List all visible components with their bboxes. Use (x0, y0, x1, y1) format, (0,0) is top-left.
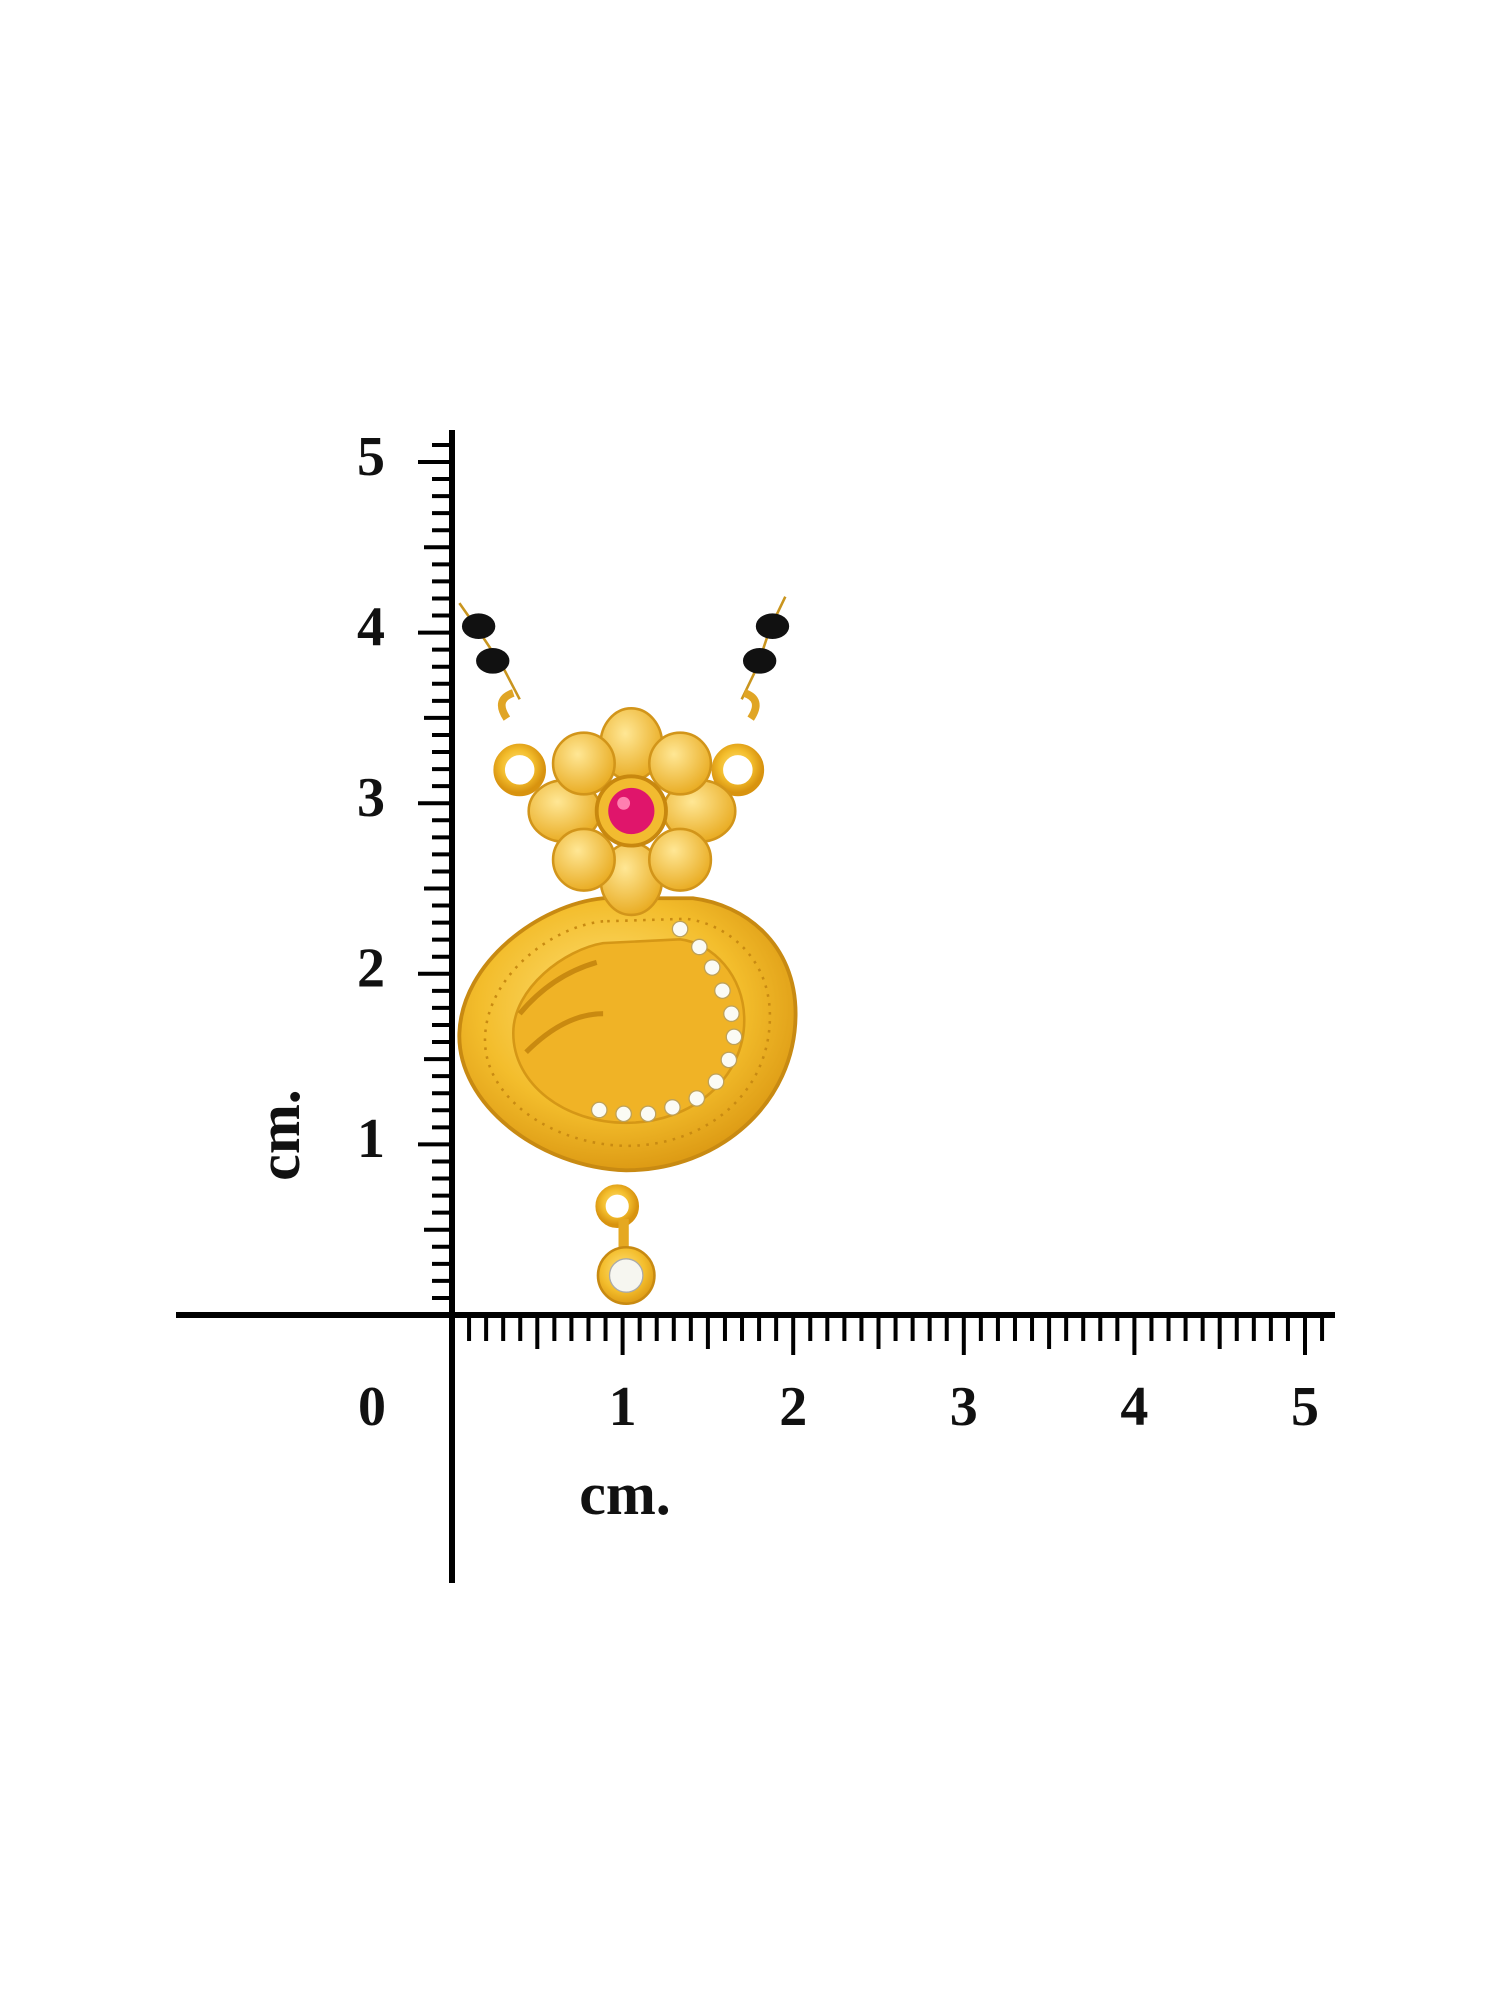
x-tick-label: 3 (950, 1376, 978, 1438)
y-tick-label: 3 (357, 767, 385, 829)
y-tick-label: 2 (357, 938, 385, 1000)
y-tick-label: 4 (357, 596, 385, 658)
x-tick-label: 5 (1291, 1376, 1319, 1438)
pendant (457, 596, 798, 1306)
y-tick-label: 1 (357, 1108, 385, 1170)
x-tick-label: 2 (779, 1376, 807, 1438)
x-tick-label: 4 (1120, 1376, 1148, 1438)
x-tick-label: 1 (609, 1376, 637, 1438)
y-tick-label: 5 (357, 426, 385, 488)
x-axis-unit: cm. (579, 1461, 671, 1527)
y-axis-unit: cm. (246, 1089, 312, 1181)
x-tick-label: 0 (358, 1376, 386, 1438)
